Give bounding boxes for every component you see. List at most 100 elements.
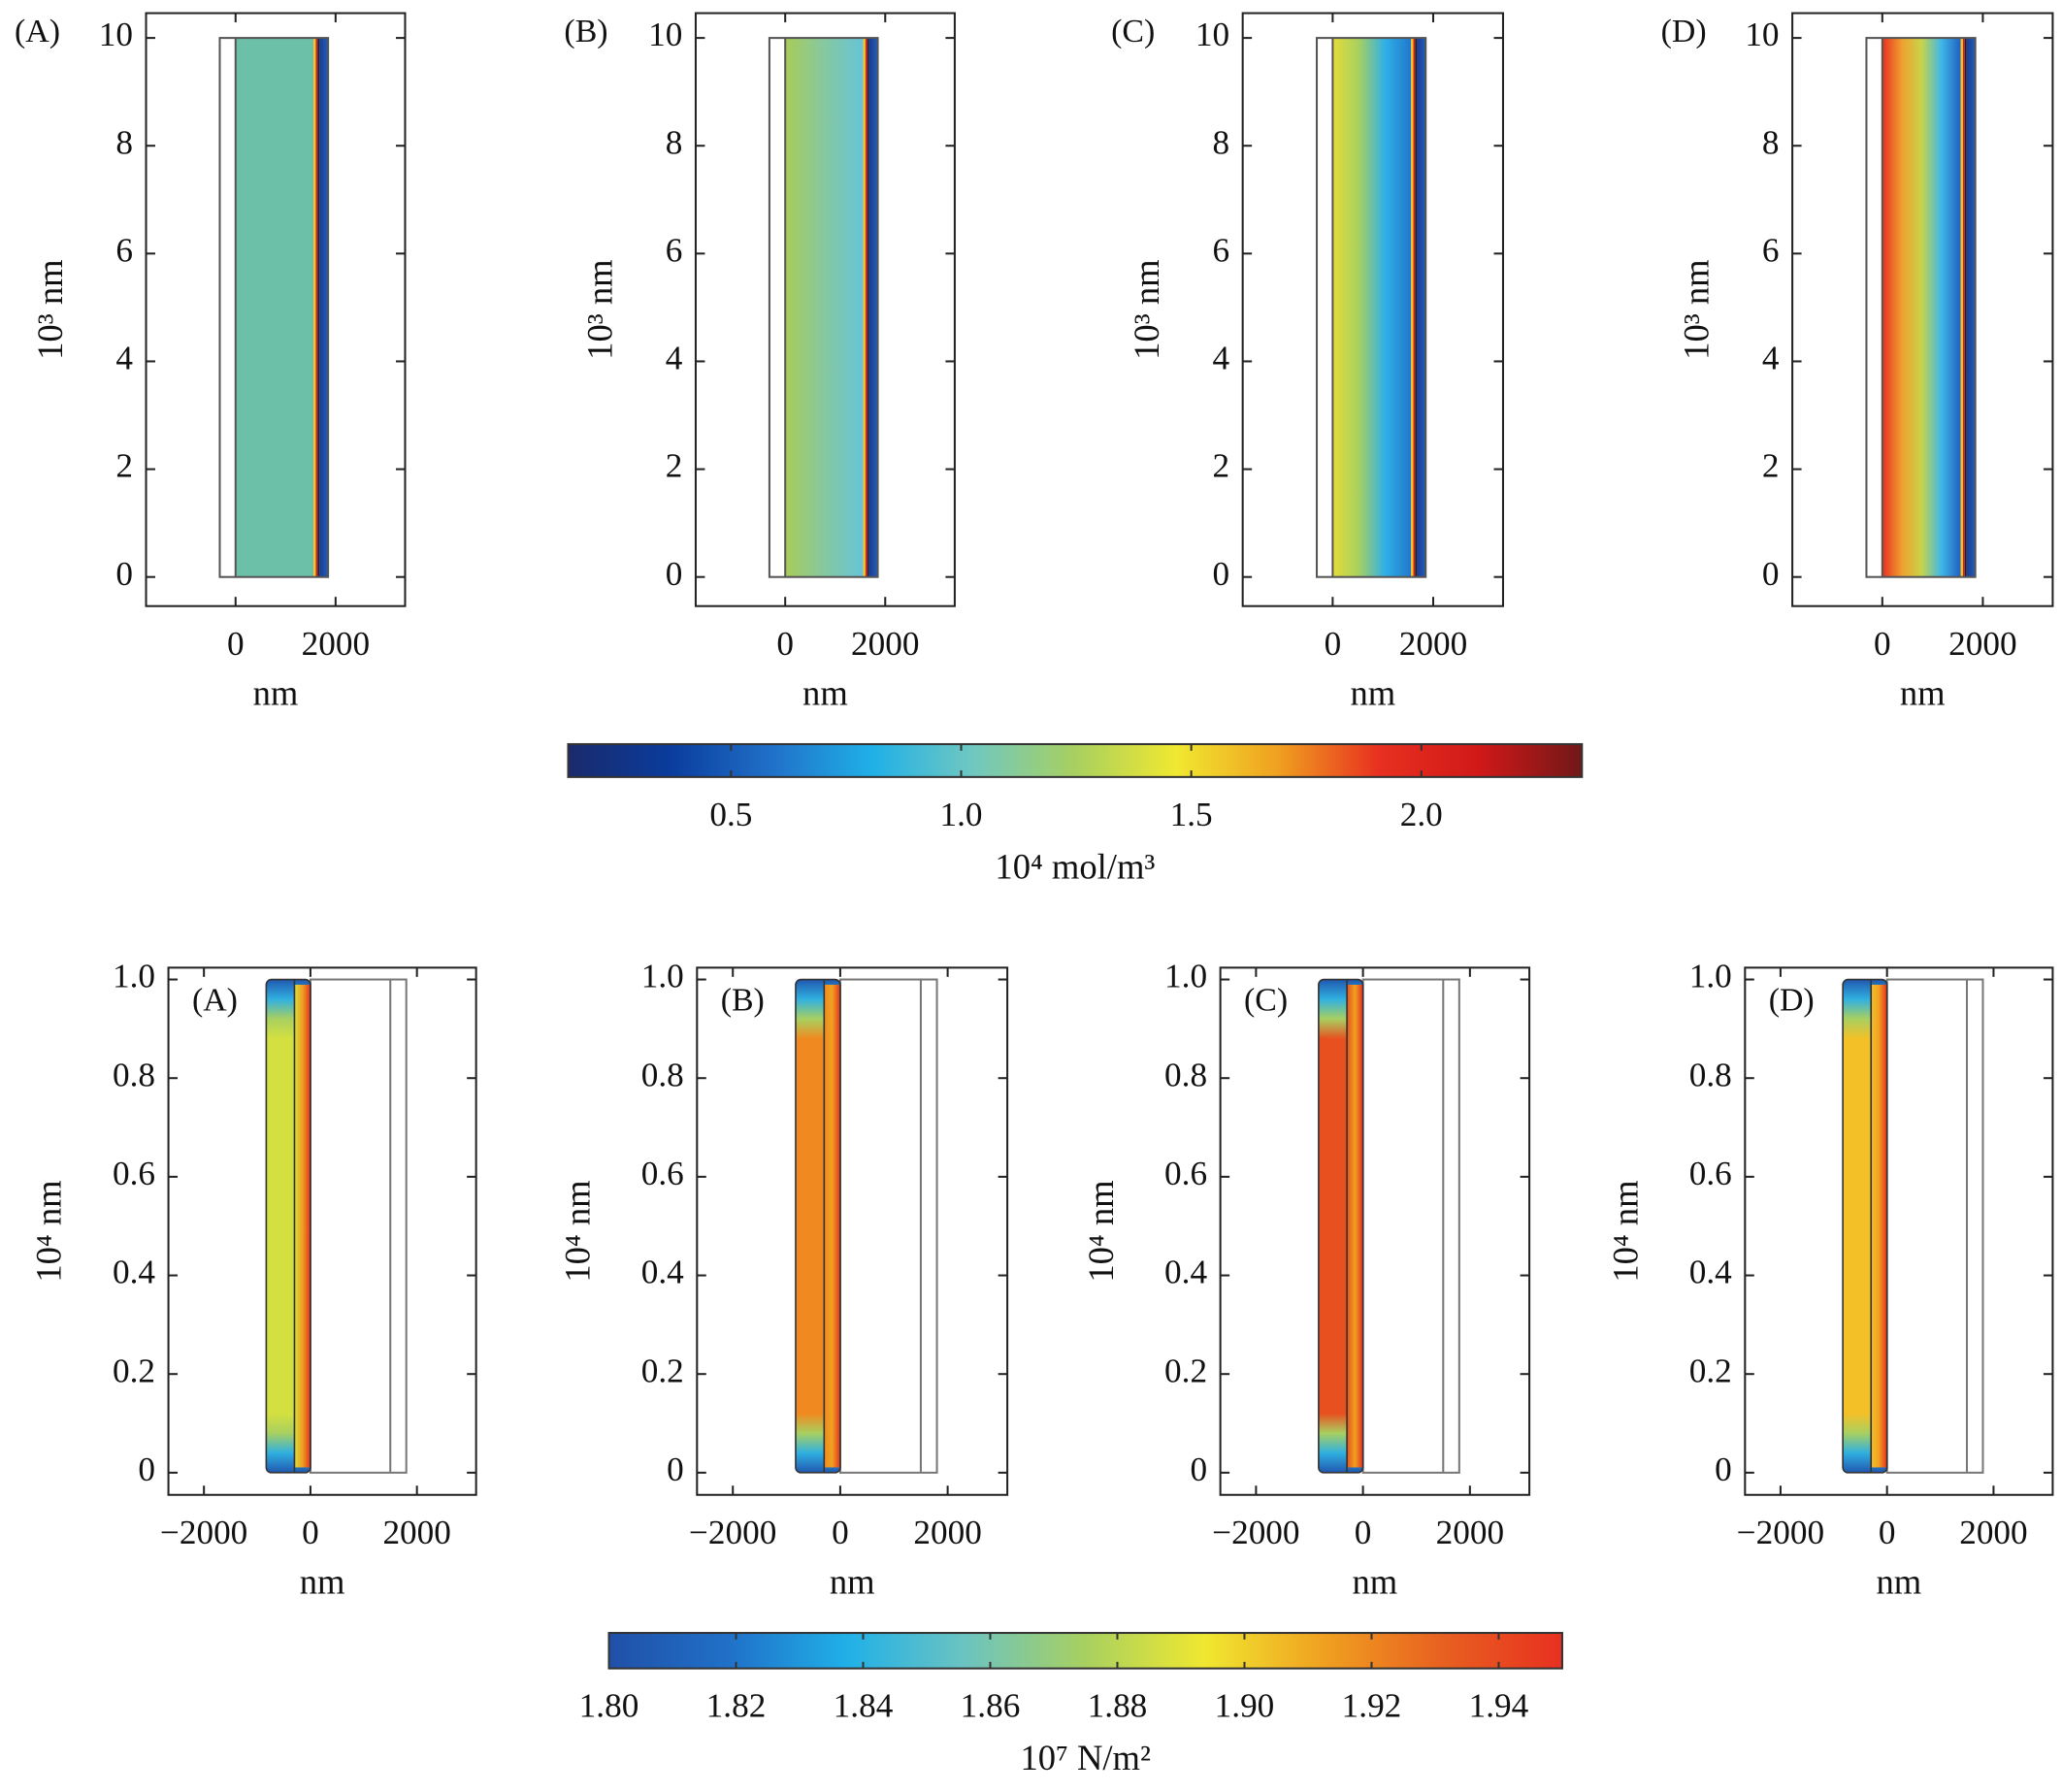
colorbar-tick-label: 1.80 xyxy=(579,1687,639,1725)
y-tick-label: 2 xyxy=(115,447,133,485)
separator-region xyxy=(838,978,938,1474)
concentration-field xyxy=(863,38,866,577)
y-tick-label: 10 xyxy=(648,16,682,53)
y-tick-label: 10 xyxy=(1195,16,1229,53)
y-tick-label: 0.6 xyxy=(1164,1155,1207,1192)
y-tick-label: 0.4 xyxy=(1689,1254,1732,1291)
concentration-field xyxy=(1960,38,1963,577)
domain-outline xyxy=(1316,37,1427,578)
y-tick-label: 0.4 xyxy=(1164,1254,1207,1291)
y-tick-label: 0.8 xyxy=(1689,1056,1732,1093)
x-tick-label: 2000 xyxy=(382,1514,450,1551)
x-tick-label: 0 xyxy=(1874,625,1891,663)
x-axis-label: nm xyxy=(830,1562,875,1602)
y-axis-label: 10³ nm xyxy=(30,259,70,359)
colorbar-tick-label: 1.82 xyxy=(706,1687,767,1725)
y-axis-label: 10⁴ nm xyxy=(1081,1180,1121,1282)
x-axis-label: nm xyxy=(253,673,299,713)
y-tick-label: 0.2 xyxy=(113,1352,155,1389)
x-tick-label: 2000 xyxy=(1399,625,1467,663)
x-tick-label: 2000 xyxy=(913,1514,981,1551)
y-tick-label: 0 xyxy=(138,1450,155,1488)
y-tick-label: 4 xyxy=(666,340,683,377)
panel-label: (C) xyxy=(1111,14,1155,49)
y-tick-label: 0 xyxy=(1762,555,1780,593)
y-tick-label: 0.4 xyxy=(113,1254,155,1291)
y-tick-label: 0.2 xyxy=(641,1352,684,1389)
y-tick-label: 2 xyxy=(1213,447,1230,485)
y-tick-label: 2 xyxy=(666,447,683,485)
colorbar xyxy=(607,1632,1563,1670)
concentration-field xyxy=(1415,38,1418,577)
y-tick-label: 0 xyxy=(1213,555,1230,593)
x-tick-label: 0 xyxy=(227,625,245,663)
colorbar xyxy=(567,742,1584,778)
x-tick-label: 0 xyxy=(776,625,794,663)
y-tick-label: 1.0 xyxy=(113,958,155,995)
x-tick-label: 2000 xyxy=(1948,625,2016,663)
y-tick-label: 6 xyxy=(666,231,683,269)
y-tick-label: 0 xyxy=(1715,1450,1732,1488)
x-axis-label: nm xyxy=(300,1562,345,1602)
y-tick-label: 8 xyxy=(115,123,133,161)
colorbar-tick-label: 1.84 xyxy=(834,1687,894,1725)
panel-label: (B) xyxy=(721,983,765,1019)
colorbar-tick-label: 1.90 xyxy=(1215,1687,1275,1725)
colorbar-tick-label: 1.86 xyxy=(961,1687,1021,1725)
x-axis-label: nm xyxy=(1350,673,1395,713)
plot-frame xyxy=(1744,966,2054,1496)
y-tick-label: 0.2 xyxy=(1164,1352,1207,1389)
y-tick-label: 4 xyxy=(115,340,133,377)
y-tick-label: 0.6 xyxy=(1689,1155,1732,1192)
x-tick-label: 2000 xyxy=(851,625,919,663)
stress-field xyxy=(1347,984,1363,1468)
plot-frame xyxy=(696,966,1009,1496)
panel-label: (B) xyxy=(564,14,607,49)
concentration-field xyxy=(317,38,320,577)
colorbar-tick-label: 1.94 xyxy=(1469,1687,1529,1725)
electrode-region xyxy=(1866,38,1882,577)
separator-region xyxy=(1885,978,1984,1474)
x-tick-label: 0 xyxy=(832,1514,849,1551)
stress-field xyxy=(294,984,311,1468)
y-axis-label: 10³ nm xyxy=(1677,259,1717,359)
x-tick-label: 2000 xyxy=(302,625,370,663)
concentration-field xyxy=(1332,38,1412,577)
stress-field xyxy=(1871,984,1887,1468)
x-tick-label: −2000 xyxy=(160,1514,247,1551)
x-tick-label: −2000 xyxy=(1212,1514,1299,1551)
x-tick-label: 0 xyxy=(1879,1514,1896,1551)
colorbar-tick-label: 1.0 xyxy=(940,796,983,833)
domain-outline xyxy=(1318,978,1364,1474)
y-tick-label: 0 xyxy=(666,555,683,593)
electrode-region xyxy=(1317,38,1333,577)
plot-frame xyxy=(1791,12,2054,607)
y-tick-label: 6 xyxy=(115,231,133,269)
colorbar-tick-label: 0.5 xyxy=(709,796,752,833)
concentration-field xyxy=(1964,38,1967,577)
x-axis-label: nm xyxy=(1876,1562,1921,1602)
plot-frame xyxy=(694,12,956,607)
concentration-field xyxy=(319,38,329,577)
separator-region xyxy=(1361,978,1460,1474)
concentration-field xyxy=(1962,38,1965,577)
concentration-field xyxy=(785,38,864,577)
y-tick-label: 0.8 xyxy=(113,1056,155,1093)
plot-frame xyxy=(145,12,407,607)
colorbar-tick-label: 1.5 xyxy=(1170,796,1213,833)
colorbar-label: 10⁷ N/m² xyxy=(1020,1738,1151,1777)
panel-label: (C) xyxy=(1244,983,1288,1019)
concentration-field xyxy=(1413,38,1416,577)
concentration-field xyxy=(235,38,314,577)
y-tick-label: 0.4 xyxy=(641,1254,684,1291)
y-tick-label: 0 xyxy=(667,1450,684,1488)
concentration-field xyxy=(313,38,316,577)
y-tick-label: 2 xyxy=(1762,447,1780,485)
y-axis-label: 10⁴ nm xyxy=(29,1180,69,1282)
y-tick-label: 0.8 xyxy=(641,1056,684,1093)
x-tick-label: 0 xyxy=(1355,1514,1372,1551)
plot-frame xyxy=(1241,12,1504,607)
panel-label: (A) xyxy=(192,983,238,1019)
y-tick-label: 1.0 xyxy=(1164,958,1207,995)
